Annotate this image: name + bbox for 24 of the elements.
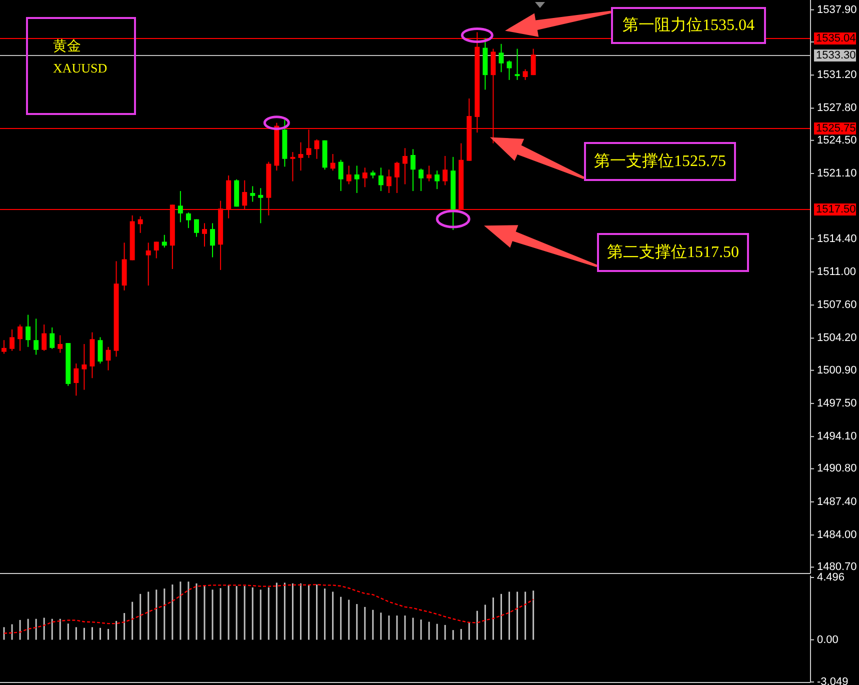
ref-line-label: 1533.30 — [816, 50, 856, 62]
annotation: 第二支撑位1517.50 — [607, 243, 739, 261]
text: XAUUSD — [53, 60, 108, 76]
ref-line-label: 1517.50 — [816, 204, 856, 216]
y-tick-label: 1494.10 — [817, 430, 857, 443]
y-tick-label: 1487.40 — [817, 496, 857, 508]
y-tick-label: 1537.90 — [817, 4, 857, 16]
y-tick-label: 1504.20 — [817, 332, 857, 344]
y-tick-label: 1490.80 — [817, 462, 857, 475]
ref-line-label: 1535.04 — [816, 32, 856, 44]
y-tick-label: 1531.20 — [817, 69, 857, 82]
y-tick-label: 1514.40 — [817, 232, 857, 245]
annotation: 第一支撑位1525.75 — [594, 152, 726, 170]
y-tick-label: 1484.00 — [817, 529, 857, 541]
y-tick-label: 1521.10 — [817, 167, 857, 180]
y-tick-label: 1527.80 — [817, 102, 857, 114]
y-tick-label: 1497.50 — [817, 397, 857, 410]
y-tick-label: 1511.00 — [817, 266, 856, 278]
annotation: 第一阻力位1535.04 — [622, 16, 754, 34]
y-tick-label: 1500.90 — [817, 364, 857, 376]
y-tick-label: 1507.60 — [817, 299, 857, 312]
ref-line-label: 1525.75 — [816, 122, 856, 134]
y-tick-label: 1524.50 — [817, 134, 857, 146]
y-tick-label: 1480.70 — [817, 561, 857, 574]
